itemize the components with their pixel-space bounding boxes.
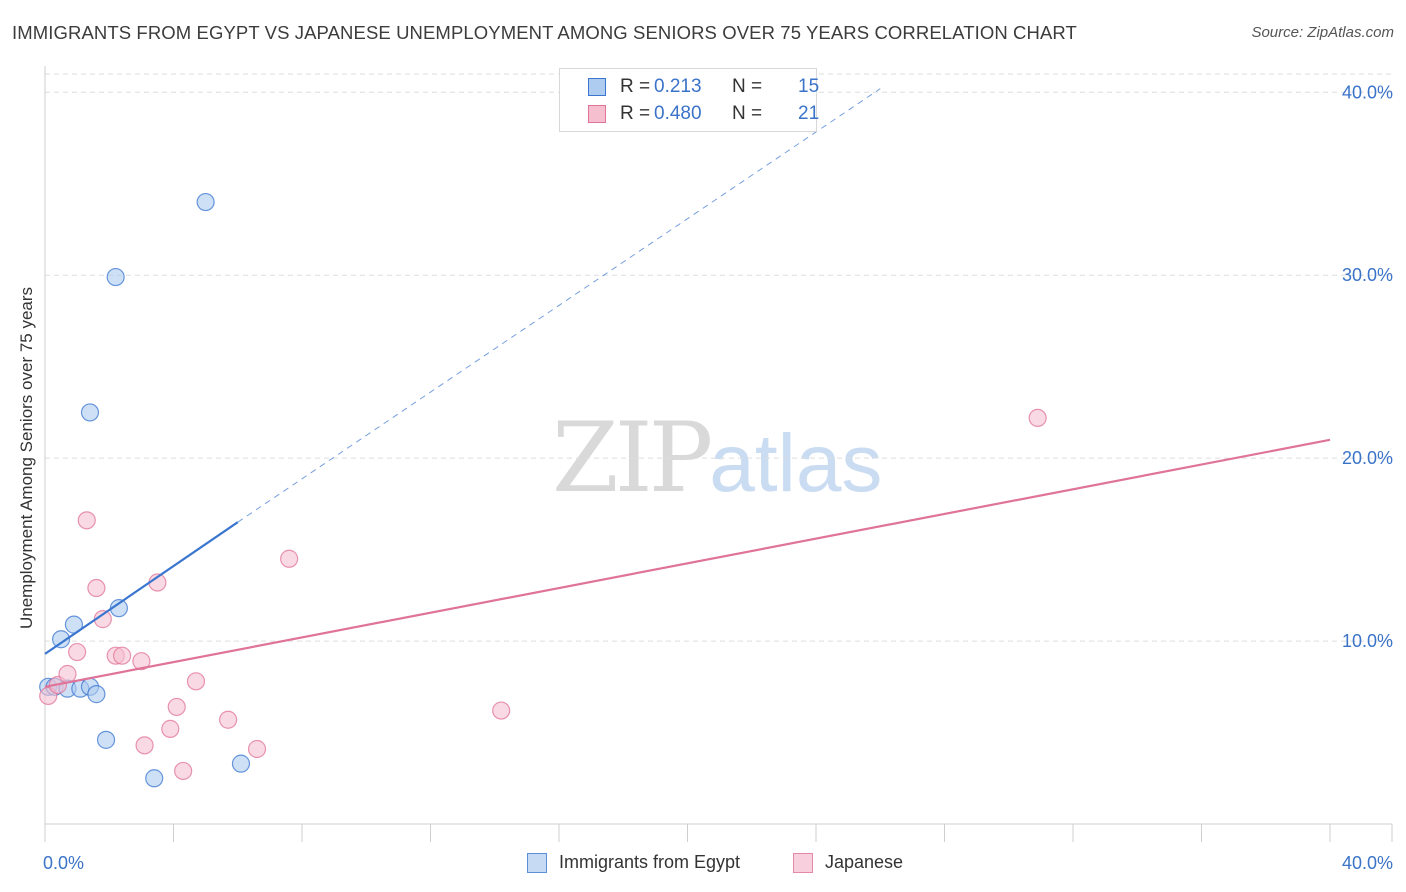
y-tick-label: 30.0% (1342, 265, 1393, 285)
y-tick-label: 20.0% (1342, 448, 1393, 468)
japanese-point (167, 697, 186, 717)
egypt-r-value: 0.213 (654, 76, 702, 97)
japanese-point (135, 736, 154, 755)
japanese-n-value: 21 (798, 103, 820, 124)
japanese-r-label: R = (620, 103, 651, 124)
japanese-point (87, 578, 106, 598)
egypt-point (145, 769, 164, 788)
egypt-trend-line (44, 521, 239, 655)
chart-title: IMMIGRANTS FROM EGYPT VS JAPANESE UNEMPL… (12, 22, 1077, 43)
y-tick-label: 10.0% (1342, 631, 1393, 651)
x-tick-label-start: 0.0% (43, 853, 84, 873)
japanese-point (77, 511, 96, 530)
egypt-point (80, 403, 100, 422)
japanese-point (58, 664, 77, 684)
egypt-point (231, 754, 251, 773)
egypt-point (96, 730, 116, 749)
japanese-point (247, 739, 267, 759)
japanese-point (161, 719, 180, 738)
japanese-point (132, 652, 151, 671)
japanese-n-label: N = (732, 103, 763, 124)
japanese-point (280, 549, 299, 568)
legend-japanese-label: Japanese (825, 852, 904, 872)
japanese-point (174, 761, 193, 781)
egypt-point (196, 192, 215, 212)
source-credit: Source: ZipAtlas.com (1251, 24, 1394, 41)
japanese-point (219, 710, 238, 729)
japanese-point (68, 642, 87, 662)
egypt-point (87, 685, 106, 704)
japanese-point (112, 646, 132, 665)
egypt-trend-extension (237, 88, 881, 523)
egypt-point (106, 267, 125, 287)
y-axis-label: Unemployment Among Seniors over 75 years (17, 286, 36, 630)
y-tick-label: 40.0% (1342, 82, 1393, 102)
japanese-point (186, 672, 206, 691)
egypt-n-value: 15 (798, 76, 820, 97)
legend-japanese-swatch (793, 853, 813, 873)
egypt-point (51, 630, 71, 649)
japanese-point (1028, 408, 1047, 428)
egypt-r-label: R = (620, 76, 651, 97)
japanese-trend-line (44, 438, 1331, 688)
x-tick-label-end: 40.0% (1342, 853, 1393, 873)
japanese-point (492, 701, 511, 720)
legend-egypt-swatch (527, 853, 547, 873)
egypt-n-label: N = (732, 76, 763, 97)
japanese-r-value: 0.480 (654, 103, 702, 124)
japanese-swatch (588, 105, 606, 123)
correlation-legend: R = 0.213 N = 15 R = 0.480 N = 21 (559, 68, 820, 132)
egypt-swatch (588, 78, 606, 96)
legend-egypt-label: Immigrants from Egypt (559, 852, 741, 872)
